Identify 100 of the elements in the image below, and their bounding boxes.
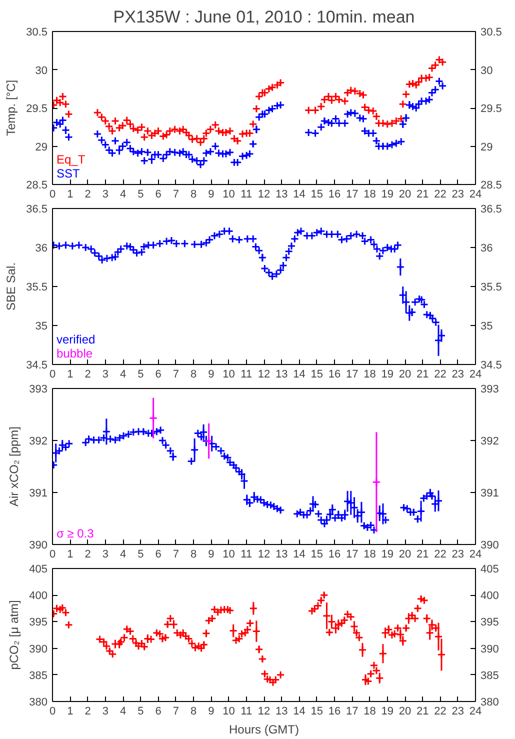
y-tick-label: 36: [35, 242, 48, 254]
y2-tick-label: 34.5: [480, 360, 502, 372]
x-tick-label: 23: [452, 188, 464, 200]
x-tick-label: 10: [222, 706, 235, 718]
x-tick-label: 6: [155, 548, 162, 560]
x-tick-label: 7: [172, 368, 179, 380]
y2-tick-label: 395: [480, 616, 499, 629]
x-tick-label: 8: [190, 706, 197, 718]
x-tick-label: 14: [293, 188, 306, 200]
x-tick-label: 7: [172, 188, 179, 200]
x-tick-label: 17: [346, 548, 358, 560]
legend-label: bubble: [56, 346, 93, 360]
x-tick-label: 22: [434, 548, 446, 560]
x-tick-label: 16: [328, 548, 341, 560]
y-axis-title: Temp. [°C]: [4, 80, 18, 136]
x-tick-label: 6: [155, 706, 162, 718]
y-tick-label: 34.5: [26, 360, 48, 372]
x-tick-label: 21: [416, 548, 429, 560]
x-tick-label: 11: [240, 548, 252, 560]
y2-tick-label: 29: [480, 141, 493, 154]
x-tick-label: 20: [398, 706, 412, 718]
x-tick-label: 24: [469, 368, 482, 380]
x-tick-label: 24: [469, 548, 482, 560]
x-tick-label: 15: [310, 368, 324, 380]
y2-tick-label: 393: [480, 384, 499, 396]
x-tick-label: 3: [102, 368, 108, 380]
y2-tick-label: 29.5: [480, 103, 502, 115]
y2-tick-label: 385: [480, 670, 499, 682]
y-tick-label: 29: [35, 141, 48, 154]
y-tick-label: 400: [29, 590, 48, 602]
x-tick-label: 21: [416, 368, 429, 380]
x-tick-label: 1: [67, 548, 74, 560]
x-tick-label: 15: [310, 706, 324, 718]
x-axis-title: Hours (GMT): [229, 722, 299, 736]
x-tick-label: 18: [364, 548, 376, 560]
x-tick-label: 1: [67, 188, 74, 200]
x-tick-label: 8: [190, 368, 197, 380]
x-tick-label: 15: [310, 548, 324, 560]
y-tick-label: 385: [29, 670, 48, 682]
x-tick-label: 5: [138, 548, 144, 560]
x-tick-label: 16: [328, 368, 341, 380]
text: SST: [56, 166, 81, 180]
x-tick-label: 12: [258, 706, 270, 718]
x-tick-label: 13: [276, 188, 288, 200]
y2-tick-label: 28.5: [480, 180, 502, 192]
text: Eq_T: [56, 152, 86, 166]
x-tick-label: 18: [364, 368, 376, 380]
x-tick-label: 9: [208, 548, 214, 560]
x-tick-label: 2: [84, 368, 91, 380]
text: verified: [56, 332, 96, 346]
y-tick-label: 405: [29, 564, 48, 576]
x-tick-label: 3: [102, 188, 108, 200]
y2-tick-label: 30.5: [480, 26, 502, 38]
x-tick-label: 13: [276, 548, 288, 560]
x-tick-label: 21: [416, 706, 429, 718]
x-tick-label: 24: [469, 706, 482, 718]
x-tick-label: 4: [120, 548, 126, 560]
x-tick-label: 16: [328, 188, 341, 200]
x-tick-label: 10: [222, 188, 235, 200]
x-tick-label: 17: [346, 706, 358, 718]
y-tick-label: 28.5: [26, 180, 48, 192]
chart-title: PX135W : June 01, 2010 : 10min. mean: [113, 8, 415, 26]
x-tick-label: 12: [258, 188, 270, 200]
x-tick-label: 18: [364, 188, 376, 200]
x-tick-label: 2: [84, 706, 91, 718]
y-tick-label: 36.5: [26, 204, 48, 216]
x-tick-label: 13: [276, 706, 288, 718]
x-tick-label: 3: [102, 706, 108, 718]
x-tick-label: 12: [258, 368, 270, 380]
x-tick-label: 7: [172, 706, 179, 718]
x-tick-label: 15: [310, 188, 324, 200]
x-tick-label: 10: [222, 548, 235, 560]
text: σ ≥ 0.3: [56, 526, 94, 540]
x-tick-label: 22: [434, 368, 446, 380]
y-axis-title: SBE Sal.: [4, 262, 18, 311]
x-tick-label: 13: [276, 368, 288, 380]
y-tick-label: 35: [35, 320, 48, 332]
x-tick-label: 0: [49, 188, 56, 200]
x-tick-label: 20: [398, 188, 412, 200]
x-tick-label: 7: [172, 548, 179, 560]
x-tick-label: 22: [434, 188, 446, 200]
x-tick-label: 8: [190, 188, 197, 200]
y2-tick-label: 30: [480, 64, 493, 77]
y2-tick-label: 36: [480, 242, 493, 254]
x-tick-label: 23: [452, 548, 464, 560]
y2-tick-label: 391: [480, 488, 499, 500]
y2-tick-label: 392: [480, 436, 499, 448]
x-tick-label: 2: [84, 548, 91, 560]
x-tick-label: 6: [155, 188, 162, 200]
y-tick-label: 30.5: [26, 26, 48, 38]
y2-tick-label: 380: [480, 696, 499, 708]
y2-tick-label: 36.5: [480, 204, 502, 216]
x-tick-label: 14: [293, 368, 306, 380]
x-tick-label: 4: [120, 188, 126, 200]
y2-tick-label: 400: [480, 590, 499, 602]
y-tick-label: 30: [35, 64, 48, 77]
x-tick-label: 20: [398, 368, 412, 380]
x-tick-label: 23: [452, 368, 464, 380]
x-tick-label: 5: [138, 368, 144, 380]
x-tick-label: 5: [138, 188, 144, 200]
